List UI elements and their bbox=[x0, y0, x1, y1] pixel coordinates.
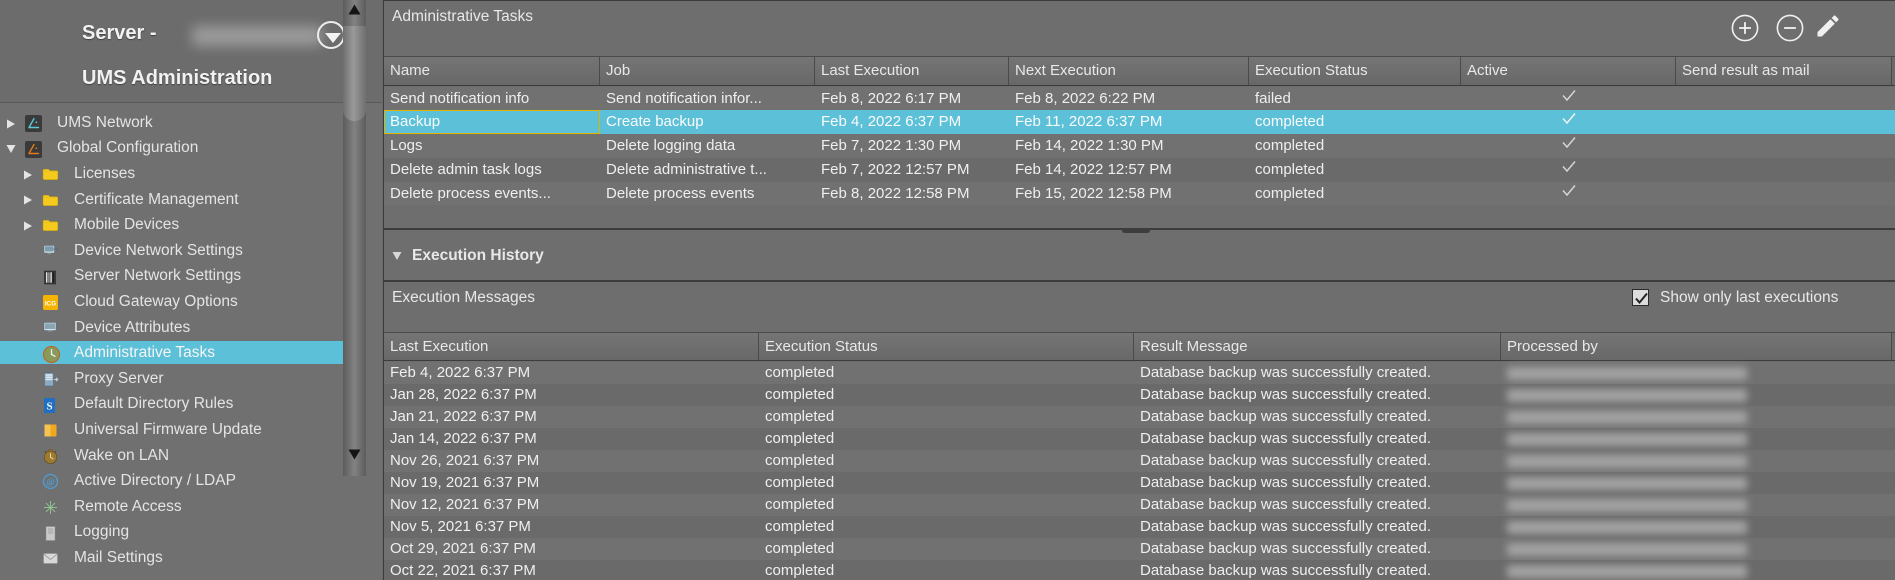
svg-text:ICG: ICG bbox=[45, 301, 56, 308]
svg-text:@: @ bbox=[46, 478, 55, 488]
svg-text:S: S bbox=[46, 400, 52, 412]
